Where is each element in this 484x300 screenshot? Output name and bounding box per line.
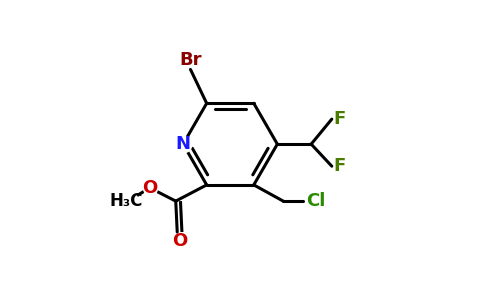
Text: O: O bbox=[172, 232, 187, 250]
Text: N: N bbox=[176, 135, 191, 153]
Text: H₃C: H₃C bbox=[109, 192, 143, 210]
Text: Br: Br bbox=[179, 51, 202, 69]
Text: F: F bbox=[333, 157, 345, 175]
Text: Cl: Cl bbox=[306, 192, 326, 210]
Text: F: F bbox=[333, 110, 345, 128]
Text: O: O bbox=[142, 179, 157, 197]
